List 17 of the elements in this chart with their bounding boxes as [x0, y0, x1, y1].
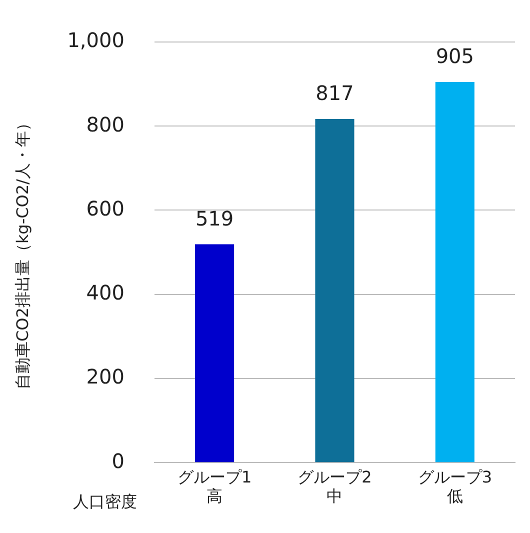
- x-tick-label: グループ3 低: [418, 467, 492, 506]
- bar: [315, 118, 354, 462]
- y-tick-label: 0: [112, 448, 124, 473]
- data-label: 519: [195, 206, 234, 231]
- y-tick-label: 600: [86, 196, 124, 220]
- y-tick-label: 800: [86, 112, 124, 136]
- data-label: 905: [436, 44, 474, 68]
- x-tick-label: グループ1 高: [177, 467, 252, 506]
- bar: [435, 82, 474, 462]
- x-tick-label: グループ2 中: [298, 467, 372, 506]
- x-axis-title: 人口密度: [73, 492, 137, 511]
- bar: [195, 244, 234, 462]
- y-tick-label: 1,000: [67, 28, 124, 52]
- y-tick-label: 400: [86, 280, 124, 305]
- y-tick-label: 200: [86, 364, 124, 389]
- data-label: 817: [316, 81, 354, 106]
- y-axis-title: 自動車CO2排出量（kg-CO2/人・年）: [12, 115, 32, 390]
